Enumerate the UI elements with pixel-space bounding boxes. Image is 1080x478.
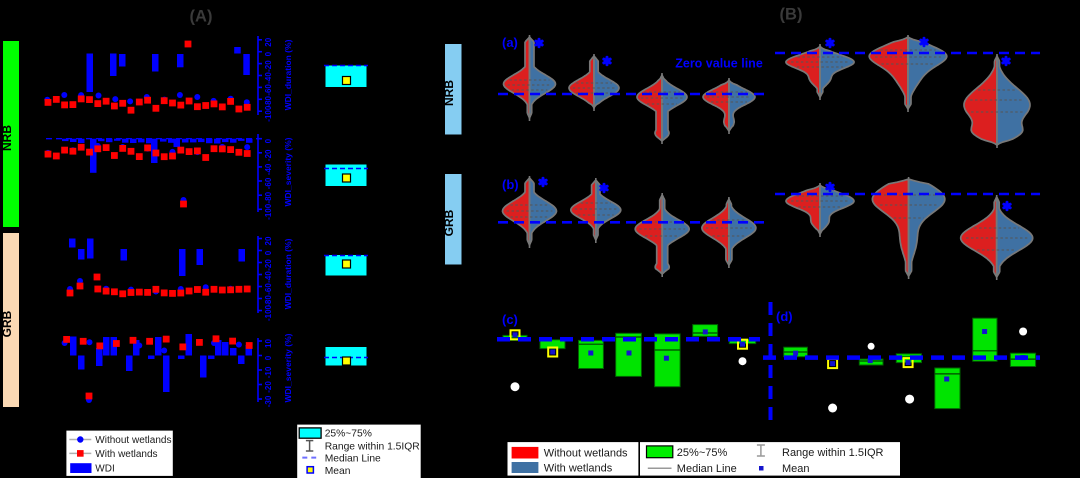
- svg-text:(B): (B): [780, 6, 803, 24]
- svg-text:-60: -60: [264, 84, 273, 96]
- svg-text:Zero value line: Zero value line: [675, 57, 763, 71]
- svg-text:0: 0: [264, 138, 273, 143]
- svg-text:-80: -80: [264, 191, 273, 203]
- svg-text:With wetlands: With wetlands: [95, 449, 157, 460]
- svg-text:GRB: GRB: [0, 310, 14, 337]
- svg-text:-80: -80: [264, 95, 273, 107]
- svg-text:Range within 1.5IQR: Range within 1.5IQR: [782, 447, 884, 459]
- svg-text:-40: -40: [264, 271, 273, 283]
- svg-text:(b): (b): [502, 177, 519, 192]
- svg-text:WDI_severity (%): WDI_severity (%): [283, 137, 293, 206]
- svg-text:WDI_duration (%): WDI_duration (%): [283, 39, 293, 110]
- svg-text:WDI: WDI: [95, 464, 114, 475]
- svg-text:-30: -30: [264, 395, 273, 407]
- svg-text:-100: -100: [264, 304, 273, 321]
- svg-text:Mean: Mean: [782, 463, 810, 475]
- svg-text:-60: -60: [264, 177, 273, 189]
- svg-text:-20: -20: [264, 149, 273, 161]
- svg-text:With wetlands: With wetlands: [544, 463, 613, 475]
- svg-text:-100: -100: [264, 105, 273, 122]
- svg-text:Without wetlands: Without wetlands: [95, 435, 171, 446]
- svg-text:-20: -20: [264, 60, 273, 72]
- svg-text:20: 20: [264, 236, 273, 245]
- svg-text:Median Line: Median Line: [325, 454, 381, 465]
- svg-text:0: 0: [264, 51, 273, 56]
- svg-text:Mean: Mean: [325, 466, 351, 477]
- svg-text:Without wetlands: Without wetlands: [544, 448, 628, 460]
- svg-text:25%~75%: 25%~75%: [677, 447, 728, 459]
- svg-text:-20: -20: [264, 381, 273, 393]
- svg-text:(c): (c): [502, 312, 518, 327]
- svg-text:20: 20: [264, 37, 273, 46]
- svg-text:25%~75%: 25%~75%: [325, 429, 372, 440]
- svg-text:-20: -20: [264, 259, 273, 271]
- svg-text:-60: -60: [264, 283, 273, 295]
- svg-text:10: 10: [264, 339, 273, 348]
- svg-text:0: 0: [264, 250, 273, 255]
- svg-text:WDI_severity (%): WDI_severity (%): [283, 333, 293, 402]
- svg-text:0: 0: [264, 355, 273, 360]
- svg-text:(a): (a): [502, 35, 518, 50]
- svg-text:NRB: NRB: [442, 80, 456, 106]
- svg-text:(d): (d): [776, 309, 793, 324]
- svg-text:WDI_duration (%): WDI_duration (%): [283, 238, 293, 309]
- svg-text:-80: -80: [264, 295, 273, 307]
- svg-text:-40: -40: [264, 72, 273, 84]
- svg-text:Range within 1.5IQR: Range within 1.5IQR: [325, 442, 420, 453]
- svg-text:GRB: GRB: [442, 209, 456, 236]
- svg-text:-100: -100: [264, 203, 273, 220]
- svg-text:-40: -40: [264, 163, 273, 175]
- svg-text:Median Line: Median Line: [677, 463, 737, 475]
- svg-text:-10: -10: [264, 366, 273, 378]
- svg-text:(A): (A): [190, 8, 213, 26]
- svg-text:NRB: NRB: [0, 125, 14, 151]
